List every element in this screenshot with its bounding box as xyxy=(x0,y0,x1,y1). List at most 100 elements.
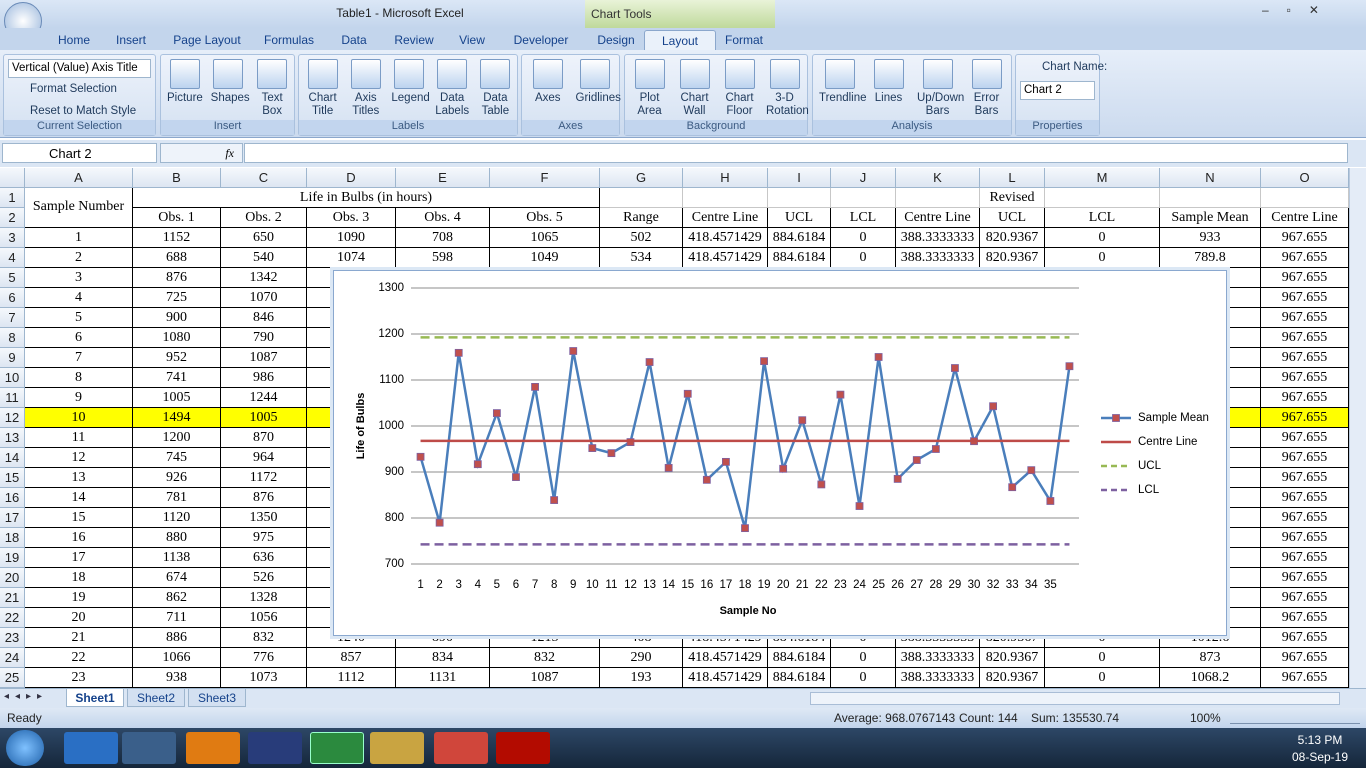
cell[interactable]: 967.655 xyxy=(1261,468,1349,488)
ribbon-tab[interactable]: Data xyxy=(341,33,367,47)
row-header[interactable]: 14 xyxy=(0,448,25,468)
cell[interactable]: Centre Line xyxy=(683,208,768,228)
cell[interactable]: 1112 xyxy=(307,668,396,688)
cell[interactable]: 967.655 xyxy=(1261,648,1349,668)
cell[interactable] xyxy=(1160,188,1261,208)
column-header[interactable]: L xyxy=(980,168,1045,188)
row-header[interactable]: 20 xyxy=(0,568,25,588)
cell[interactable]: 967.655 xyxy=(1261,408,1349,428)
cell[interactable]: 8 xyxy=(25,368,133,388)
cell[interactable]: 1049 xyxy=(490,248,600,268)
cell[interactable]: 10 xyxy=(25,408,133,428)
cell[interactable]: 820.9367 xyxy=(980,648,1045,668)
formula-input[interactable] xyxy=(244,143,1348,163)
cell[interactable]: 1090 xyxy=(307,228,396,248)
column-header[interactable]: E xyxy=(396,168,490,188)
cell[interactable]: 0 xyxy=(1045,228,1160,248)
ribbon-button[interactable]: Chart Title xyxy=(301,57,344,119)
cell[interactable]: 1244 xyxy=(221,388,307,408)
name-box[interactable]: Chart 2 xyxy=(2,143,157,163)
ribbon-button[interactable]: Axes xyxy=(524,57,572,119)
column-header[interactable]: O xyxy=(1261,168,1349,188)
cell[interactable]: 884.6184 xyxy=(768,228,831,248)
cell[interactable]: Sample Mean xyxy=(1160,208,1261,228)
cell[interactable]: 0 xyxy=(1045,648,1160,668)
cell[interactable]: 7 xyxy=(25,348,133,368)
sheet-tab[interactable]: Sheet3 xyxy=(188,689,246,707)
cell[interactable]: Obs. 2 xyxy=(221,208,307,228)
cell[interactable]: 1138 xyxy=(133,548,221,568)
cell[interactable]: 870 xyxy=(221,428,307,448)
cell[interactable]: 967.655 xyxy=(1261,488,1349,508)
cell[interactable]: Obs. 1 xyxy=(133,208,221,228)
cell[interactable]: 1074 xyxy=(307,248,396,268)
cell[interactable]: 967.655 xyxy=(1261,588,1349,608)
cell[interactable]: 388.3333333 xyxy=(896,648,980,668)
cell[interactable]: 975 xyxy=(221,528,307,548)
cell[interactable]: 18 xyxy=(25,568,133,588)
cell[interactable]: 964 xyxy=(221,448,307,468)
row-header[interactable]: 16 xyxy=(0,488,25,508)
cell[interactable]: Obs. 4 xyxy=(396,208,490,228)
cell[interactable]: 13 xyxy=(25,468,133,488)
cell[interactable]: 820.9367 xyxy=(980,228,1045,248)
cell[interactable]: 708 xyxy=(396,228,490,248)
sheet-nav[interactable]: ◂◂▸▸ xyxy=(4,691,49,702)
column-header[interactable]: N xyxy=(1160,168,1261,188)
row-header[interactable]: 4 xyxy=(0,248,25,268)
cell[interactable]: UCL xyxy=(980,208,1045,228)
cell[interactable]: 0 xyxy=(1045,248,1160,268)
cell[interactable]: 1342 xyxy=(221,268,307,288)
cell[interactable]: 967.655 xyxy=(1261,548,1349,568)
ie-icon[interactable] xyxy=(64,732,118,764)
cell[interactable]: 1073 xyxy=(221,668,307,688)
ribbon-item[interactable]: Chart 2 xyxy=(1020,81,1095,100)
cell[interactable]: 14 xyxy=(25,488,133,508)
cell[interactable]: Sample Number xyxy=(25,188,133,228)
cell[interactable]: LCL xyxy=(1045,208,1160,228)
cell[interactable]: 418.4571429 xyxy=(683,648,768,668)
cell[interactable]: 418.4571429 xyxy=(683,668,768,688)
ribbon-tab[interactable]: Insert xyxy=(115,33,146,47)
cell[interactable]: 967.655 xyxy=(1261,268,1349,288)
cell[interactable]: 884.6184 xyxy=(768,668,831,688)
cell[interactable]: 967.655 xyxy=(1261,428,1349,448)
ribbon-item[interactable]: Vertical (Value) Axis Title xyxy=(8,59,151,78)
cell[interactable]: 967.655 xyxy=(1261,668,1349,688)
cell[interactable]: 832 xyxy=(490,648,600,668)
cell[interactable]: 16 xyxy=(25,528,133,548)
ribbon-button[interactable]: Plot Area xyxy=(627,57,672,119)
cell[interactable]: 688 xyxy=(133,248,221,268)
cell[interactable]: 0 xyxy=(1045,628,1160,648)
ribbon-button[interactable]: Up/Down Bars xyxy=(913,57,964,119)
ribbon-button[interactable]: Gridlines xyxy=(572,57,621,119)
cell[interactable] xyxy=(831,188,896,208)
ribbon-tab[interactable]: Developer xyxy=(513,33,569,47)
cell[interactable]: 884.6184 xyxy=(768,248,831,268)
cell[interactable]: Centre Line xyxy=(896,208,980,228)
cell[interactable]: 650 xyxy=(221,228,307,248)
cell[interactable]: 711 xyxy=(133,608,221,628)
column-header[interactable]: K xyxy=(896,168,980,188)
cell[interactable]: 1200 xyxy=(133,428,221,448)
cell[interactable]: 1068.2 xyxy=(1160,668,1261,688)
ribbon-button[interactable]: 3-D Rotation xyxy=(762,57,809,119)
row-header[interactable]: 5 xyxy=(0,268,25,288)
cell[interactable]: 17 xyxy=(25,548,133,568)
cell[interactable]: 502 xyxy=(600,228,683,248)
cell[interactable]: 1 xyxy=(25,228,133,248)
ribbon-tab[interactable]: Layout xyxy=(644,30,716,50)
column-header[interactable]: J xyxy=(831,168,896,188)
cell[interactable]: 781 xyxy=(133,488,221,508)
cell[interactable]: 967.655 xyxy=(1261,348,1349,368)
cell[interactable]: 832 xyxy=(221,628,307,648)
cell[interactable]: 388.3333333 xyxy=(896,668,980,688)
cell[interactable]: 1070 xyxy=(221,288,307,308)
cell[interactable]: Range xyxy=(600,208,683,228)
ribbon-button[interactable]: Axis Titles xyxy=(344,57,387,119)
cell[interactable]: 1328 xyxy=(221,588,307,608)
ribbon-button[interactable]: Trendline xyxy=(815,57,867,119)
cell[interactable]: 4 xyxy=(25,288,133,308)
cell[interactable]: 526 xyxy=(221,568,307,588)
column-header[interactable]: M xyxy=(1045,168,1160,188)
